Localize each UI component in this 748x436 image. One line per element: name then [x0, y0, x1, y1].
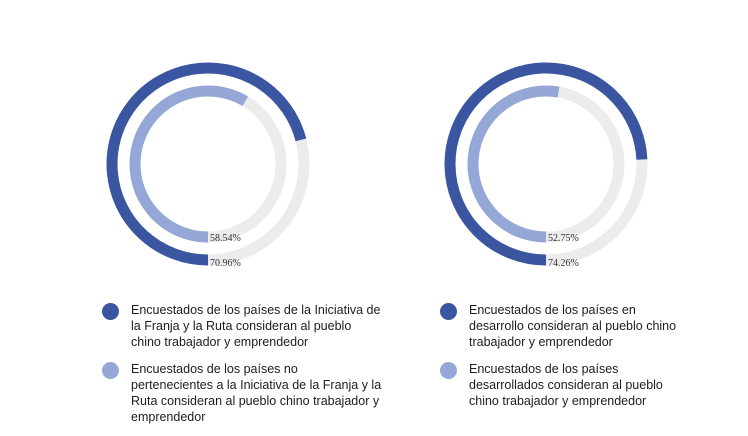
legend-dot-outer	[440, 303, 457, 320]
chart-left: 58.54% 70.96% Encuestados de los países …	[102, 62, 381, 424]
legend-item: Encuestados de los países desarrollados …	[440, 361, 690, 409]
legend-label: Encuestados de los países de la Iniciati…	[131, 303, 381, 349]
legend-item: Encuestados de los países en desarrollo …	[440, 302, 690, 350]
inner-value-label: 52.75%	[548, 233, 579, 244]
legend-right: Encuestados de los países en desarrollo …	[440, 302, 690, 409]
inner-arc	[129, 85, 249, 243]
legend-item: Encuestados de los países de la Iniciati…	[102, 302, 382, 350]
legend-dot-outer	[102, 303, 119, 320]
outer-value-label: 74.26%	[548, 258, 579, 269]
legend-label: Encuestados de los países desarrollados …	[469, 362, 663, 408]
legend-label: Encuestados de los países no pertenecien…	[131, 362, 382, 424]
outer-arc	[106, 62, 307, 266]
chart-right-rings: 52.75% 74.26%	[444, 62, 648, 269]
legend-dot-inner	[102, 362, 119, 379]
legend-dot-inner	[440, 362, 457, 379]
inner-value-label: 58.54%	[210, 233, 241, 244]
chart-right: 52.75% 74.26% Encuestados de los países …	[374, 0, 748, 436]
chart-left-rings: 58.54% 70.96%	[106, 62, 310, 269]
outer-value-label: 70.96%	[210, 258, 241, 269]
outer-arc	[444, 62, 648, 266]
legend-left: Encuestados de los países de la Iniciati…	[102, 302, 382, 425]
inner-arc	[467, 85, 560, 243]
legend-item: Encuestados de los países no pertenecien…	[102, 361, 382, 425]
legend-label: Encuestados de los países en desarrollo …	[469, 303, 677, 349]
